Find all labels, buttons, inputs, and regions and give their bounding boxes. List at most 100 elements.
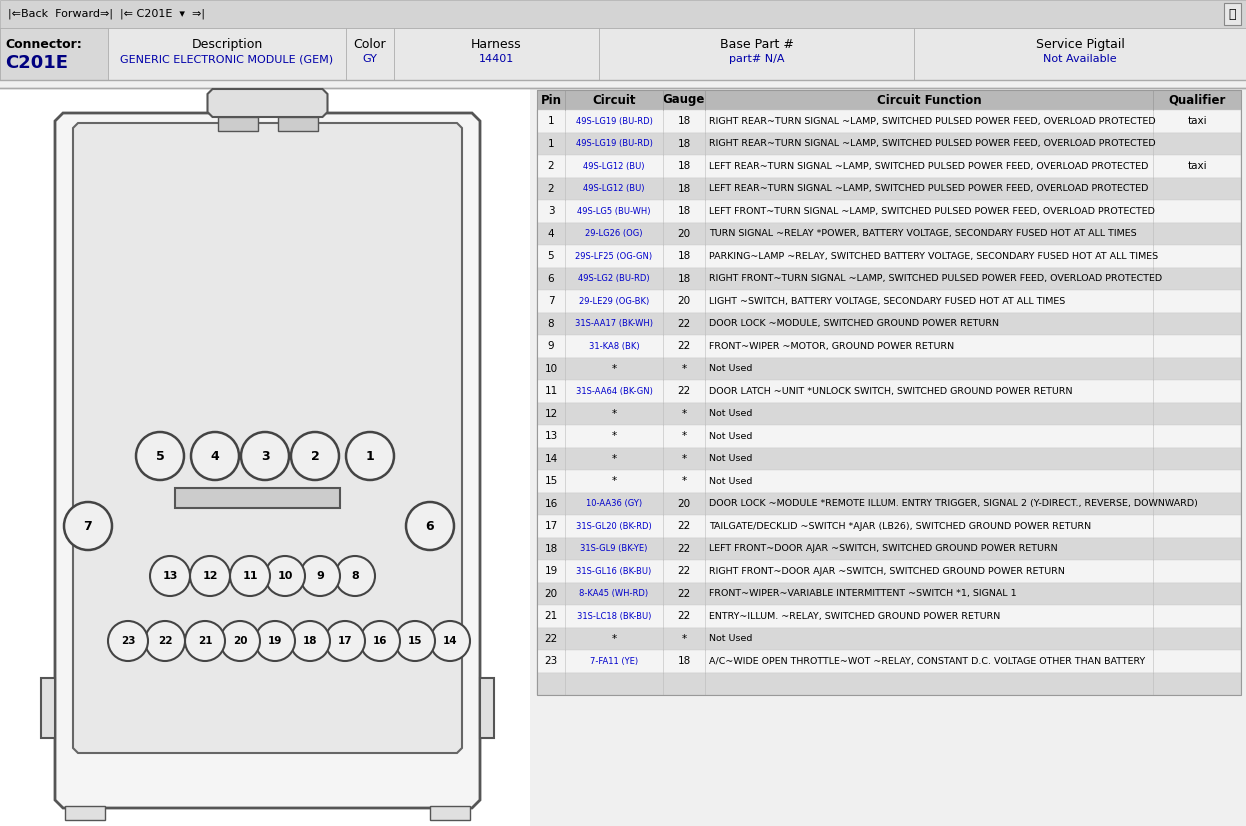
Polygon shape bbox=[0, 28, 108, 80]
Text: RIGHT REAR~TURN SIGNAL ~LAMP, SWITCHED PULSED POWER FEED, OVERLOAD PROTECTED: RIGHT REAR~TURN SIGNAL ~LAMP, SWITCHED P… bbox=[709, 140, 1155, 148]
Text: 12: 12 bbox=[202, 571, 218, 581]
Text: 13: 13 bbox=[162, 571, 178, 581]
Text: taxi: taxi bbox=[1187, 116, 1207, 126]
Text: 49S-LG5 (BU-WH): 49S-LG5 (BU-WH) bbox=[577, 206, 650, 216]
Text: 4: 4 bbox=[548, 229, 554, 239]
Text: *: * bbox=[612, 477, 617, 487]
Text: 8: 8 bbox=[351, 571, 359, 581]
Text: *: * bbox=[612, 409, 617, 419]
Text: 18: 18 bbox=[678, 273, 690, 284]
Polygon shape bbox=[174, 488, 340, 508]
Text: 49S-LG12 (BU): 49S-LG12 (BU) bbox=[583, 162, 644, 171]
Text: 22: 22 bbox=[678, 611, 690, 621]
Text: RIGHT REAR~TURN SIGNAL ~LAMP, SWITCHED PULSED POWER FEED, OVERLOAD PROTECTED: RIGHT REAR~TURN SIGNAL ~LAMP, SWITCHED P… bbox=[709, 116, 1155, 126]
Text: 17: 17 bbox=[545, 521, 558, 531]
Text: 22: 22 bbox=[678, 319, 690, 329]
Polygon shape bbox=[208, 89, 328, 117]
Text: Not Used: Not Used bbox=[709, 409, 753, 418]
Text: 6: 6 bbox=[426, 520, 435, 533]
Text: 29-LG26 (OG): 29-LG26 (OG) bbox=[586, 230, 643, 238]
Polygon shape bbox=[537, 672, 1241, 695]
Text: 16: 16 bbox=[545, 499, 558, 509]
Text: 16: 16 bbox=[373, 636, 388, 646]
Text: DOOR LOCK ~MODULE *REMOTE ILLUM. ENTRY TRIGGER, SIGNAL 2 (Y-DIRECT., REVERSE, DO: DOOR LOCK ~MODULE *REMOTE ILLUM. ENTRY T… bbox=[709, 499, 1197, 508]
Text: *: * bbox=[612, 431, 617, 441]
Polygon shape bbox=[537, 268, 1241, 290]
Text: 7-FA11 (YE): 7-FA11 (YE) bbox=[589, 657, 638, 666]
Text: ⎙: ⎙ bbox=[1229, 7, 1236, 21]
Text: LEFT FRONT~DOOR AJAR ~SWITCH, SWITCHED GROUND POWER RETURN: LEFT FRONT~DOOR AJAR ~SWITCH, SWITCHED G… bbox=[709, 544, 1058, 553]
Text: 20: 20 bbox=[233, 636, 247, 646]
Text: 3: 3 bbox=[260, 449, 269, 463]
Text: 5: 5 bbox=[156, 449, 164, 463]
Text: 9: 9 bbox=[548, 341, 554, 351]
Text: *: * bbox=[682, 363, 687, 373]
Polygon shape bbox=[537, 290, 1241, 312]
Text: 4: 4 bbox=[211, 449, 219, 463]
Text: *: * bbox=[682, 409, 687, 419]
Text: 18: 18 bbox=[678, 161, 690, 171]
Text: 14: 14 bbox=[442, 636, 457, 646]
Text: 14: 14 bbox=[545, 453, 558, 463]
Text: 1: 1 bbox=[365, 449, 374, 463]
Text: 19: 19 bbox=[268, 636, 282, 646]
Circle shape bbox=[231, 556, 270, 596]
Text: Not Used: Not Used bbox=[709, 364, 753, 373]
Circle shape bbox=[406, 502, 454, 550]
Text: 18: 18 bbox=[678, 206, 690, 216]
Polygon shape bbox=[41, 678, 55, 738]
Text: 49S-LG2 (BU-RD): 49S-LG2 (BU-RD) bbox=[578, 274, 650, 283]
Text: 8: 8 bbox=[548, 319, 554, 329]
Text: 10-AA36 (GY): 10-AA36 (GY) bbox=[586, 499, 642, 508]
Circle shape bbox=[240, 432, 289, 480]
Text: 20: 20 bbox=[678, 297, 690, 306]
Text: 3: 3 bbox=[548, 206, 554, 216]
Text: 31S-GL9 (BK-YE): 31S-GL9 (BK-YE) bbox=[581, 544, 648, 553]
Text: LEFT REAR~TURN SIGNAL ~LAMP, SWITCHED PULSED POWER FEED, OVERLOAD PROTECTED: LEFT REAR~TURN SIGNAL ~LAMP, SWITCHED PU… bbox=[709, 184, 1149, 193]
Polygon shape bbox=[537, 582, 1241, 605]
Text: 12: 12 bbox=[545, 409, 558, 419]
Circle shape bbox=[136, 432, 184, 480]
Text: 21: 21 bbox=[198, 636, 212, 646]
Text: 29S-LF25 (OG-GN): 29S-LF25 (OG-GN) bbox=[576, 252, 653, 261]
Polygon shape bbox=[537, 492, 1241, 515]
Text: 2: 2 bbox=[548, 183, 554, 194]
Text: FRONT~WIPER~VARIABLE INTERMITTENT ~SWITCH *1, SIGNAL 1: FRONT~WIPER~VARIABLE INTERMITTENT ~SWITC… bbox=[709, 589, 1017, 598]
Text: 1: 1 bbox=[548, 139, 554, 149]
Text: DOOR LOCK ~MODULE, SWITCHED GROUND POWER RETURN: DOOR LOCK ~MODULE, SWITCHED GROUND POWER… bbox=[709, 320, 999, 328]
Text: *: * bbox=[612, 363, 617, 373]
Polygon shape bbox=[537, 448, 1241, 470]
Text: 22: 22 bbox=[678, 341, 690, 351]
Text: 18: 18 bbox=[678, 139, 690, 149]
Polygon shape bbox=[537, 538, 1241, 560]
Circle shape bbox=[150, 556, 189, 596]
Polygon shape bbox=[65, 806, 105, 820]
Polygon shape bbox=[537, 628, 1241, 650]
Polygon shape bbox=[537, 605, 1241, 628]
Text: RIGHT FRONT~DOOR AJAR ~SWITCH, SWITCHED GROUND POWER RETURN: RIGHT FRONT~DOOR AJAR ~SWITCH, SWITCHED … bbox=[709, 567, 1065, 576]
Polygon shape bbox=[1224, 3, 1241, 25]
Text: LIGHT ~SWITCH, BATTERY VOLTAGE, SECONDARY FUSED HOT AT ALL TIMES: LIGHT ~SWITCH, BATTERY VOLTAGE, SECONDAR… bbox=[709, 297, 1065, 306]
Text: 49S-LG19 (BU-RD): 49S-LG19 (BU-RD) bbox=[576, 140, 653, 148]
Text: 9: 9 bbox=[316, 571, 324, 581]
Text: 19: 19 bbox=[545, 567, 558, 577]
Polygon shape bbox=[537, 335, 1241, 358]
Text: FRONT~WIPER ~MOTOR, GROUND POWER RETURN: FRONT~WIPER ~MOTOR, GROUND POWER RETURN bbox=[709, 342, 954, 351]
Text: taxi: taxi bbox=[1187, 161, 1207, 171]
Polygon shape bbox=[537, 200, 1241, 222]
Circle shape bbox=[191, 432, 239, 480]
Text: 14401: 14401 bbox=[478, 54, 515, 64]
Text: 18: 18 bbox=[678, 116, 690, 126]
Text: 20: 20 bbox=[678, 499, 690, 509]
Text: 18: 18 bbox=[678, 251, 690, 261]
Text: 6: 6 bbox=[548, 273, 554, 284]
Text: Not Used: Not Used bbox=[709, 432, 753, 441]
Text: 15: 15 bbox=[407, 636, 422, 646]
Text: |⇐Back  Forward⇒|  |⇐ C201E  ▾  ⇒|: |⇐Back Forward⇒| |⇐ C201E ▾ ⇒| bbox=[7, 9, 206, 19]
Text: 20: 20 bbox=[678, 229, 690, 239]
Polygon shape bbox=[218, 117, 258, 131]
Text: 11: 11 bbox=[545, 387, 558, 396]
Text: TAILGATE/DECKLID ~SWITCH *AJAR (LB26), SWITCHED GROUND POWER RETURN: TAILGATE/DECKLID ~SWITCH *AJAR (LB26), S… bbox=[709, 522, 1091, 531]
Circle shape bbox=[395, 621, 435, 661]
Polygon shape bbox=[537, 90, 1241, 110]
